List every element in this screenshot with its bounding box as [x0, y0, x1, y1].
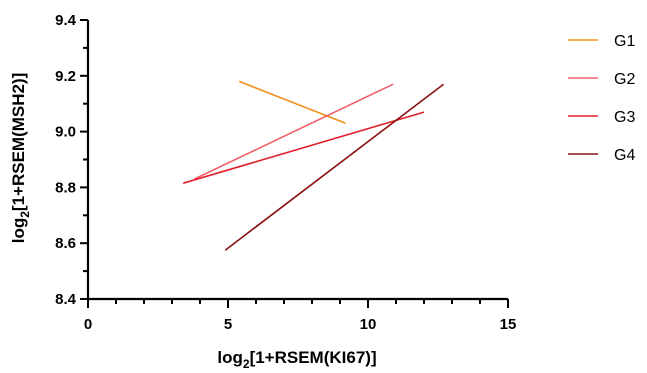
legend-label-g3: G3 — [614, 109, 635, 126]
legend: G1 G2 G3 G4 — [568, 33, 635, 164]
legend-label-g1: G1 — [614, 33, 635, 50]
axes: 8.4 8.6 8.8 9.0 9.2 9.4 0 5 10 15 — [55, 12, 516, 333]
x-tick-label: 0 — [84, 316, 92, 333]
x-tick-label: 10 — [360, 316, 377, 333]
y-tick-label: 9.4 — [55, 12, 77, 29]
x-axis-title-prefix: log — [217, 348, 243, 367]
y-axis-title-sub: 2 — [18, 211, 32, 218]
y-axis-title-prefix: log — [9, 218, 28, 244]
y-tick-label: 8.6 — [55, 235, 76, 252]
y-axis-title: log2[1+RSEM(MSH2)] — [9, 73, 32, 244]
x-axis-title: log2[1+RSEM(KI67)] — [217, 348, 376, 371]
legend-label-g2: G2 — [614, 71, 635, 88]
x-tick-label: 5 — [224, 316, 232, 333]
y-axis-title-suffix: [1+RSEM(MSH2)] — [9, 73, 28, 211]
x-axis-title-sub: 2 — [243, 357, 250, 371]
y-tick-label: 8.8 — [55, 179, 76, 196]
series-line-g2 — [194, 83, 394, 180]
x-tick-label: 15 — [500, 316, 517, 333]
y-tick-label: 8.4 — [55, 291, 77, 308]
legend-label-g4: G4 — [614, 147, 635, 164]
series-line-g1 — [238, 80, 346, 124]
series-line-g4 — [224, 83, 445, 251]
series-line-g3 — [182, 111, 425, 184]
y-tick-label: 9.2 — [55, 68, 76, 85]
x-axis-title-suffix: [1+RSEM(KI67)] — [250, 348, 377, 367]
series-layer — [182, 80, 445, 251]
y-tick-label: 9.0 — [55, 124, 76, 141]
